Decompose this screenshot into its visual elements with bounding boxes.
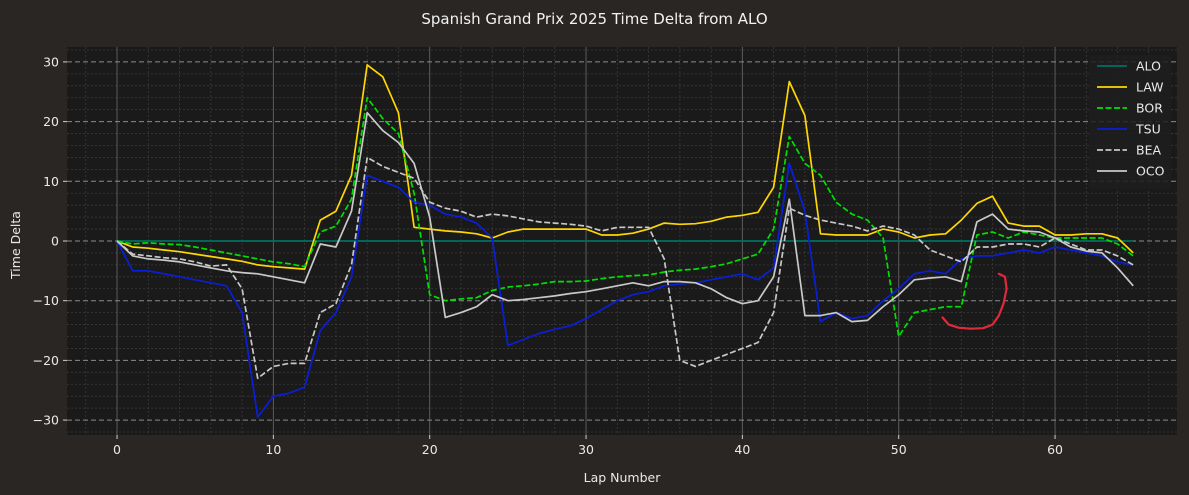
legend-label-oco: OCO	[1136, 164, 1165, 179]
y-axis-label: Time Delta	[8, 211, 23, 280]
chart-title: Spanish Grand Prix 2025 Time Delta from …	[421, 10, 767, 28]
x-tick-label: 20	[422, 442, 438, 457]
series-line-bor	[116, 96, 1134, 338]
y-tick-label: 10	[43, 174, 59, 189]
y-tick-label: 20	[43, 114, 59, 129]
legend-label-tsu: TSU	[1135, 122, 1161, 137]
legend-label-alo: ALO	[1136, 59, 1161, 74]
major-grid	[67, 47, 1177, 435]
x-tick-label: 50	[891, 442, 907, 457]
legend-box	[1089, 55, 1171, 189]
series-line-bea	[116, 156, 1134, 380]
x-tick-label: 0	[113, 442, 121, 457]
x-tick-label: 10	[265, 442, 281, 457]
legend-label-law: LAW	[1136, 80, 1163, 95]
y-tick-label: −10	[33, 293, 59, 308]
annotation-layer	[941, 272, 1008, 330]
series-line-law	[116, 64, 1134, 270]
legend-label-bea: BEA	[1136, 143, 1161, 158]
x-tick-label: 30	[578, 442, 594, 457]
y-tick-label: −30	[33, 413, 59, 428]
x-tick-label: 40	[734, 442, 750, 457]
series-line-oco	[116, 111, 1134, 323]
legend: ALO LAW BOR TSU BEA OCO	[1089, 55, 1171, 189]
x-axis-label: Lap Number	[584, 470, 662, 485]
legend-label-bor: BOR	[1136, 101, 1163, 116]
y-tick-label: 0	[51, 234, 59, 249]
tick-labels: 0 10 20 30 40 50 60 −30 −20 −10 0 10 20 30	[33, 54, 1063, 457]
y-tick-label: −20	[33, 353, 59, 368]
series-layer	[116, 64, 1134, 418]
annotation-mark	[941, 272, 1008, 330]
x-tick-label: 60	[1047, 442, 1063, 457]
y-tick-label: 30	[43, 54, 59, 69]
